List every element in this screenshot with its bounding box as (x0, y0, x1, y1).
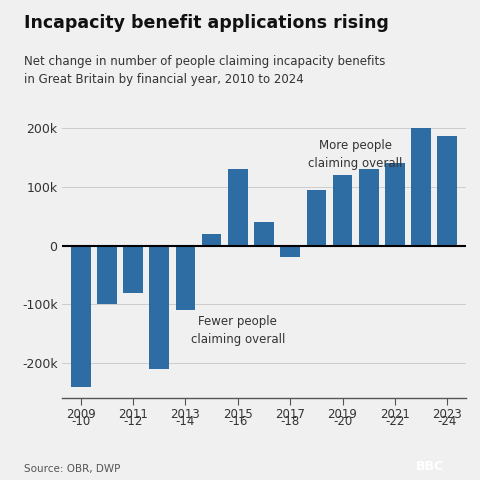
Bar (97, 246, 117, 304)
Bar (280, 246, 300, 257)
Bar (307, 190, 326, 246)
Bar (385, 163, 405, 246)
Bar (437, 136, 457, 246)
Bar (71, 246, 91, 387)
Bar (411, 128, 431, 246)
Text: BBC: BBC (416, 460, 444, 473)
Text: Net change in number of people claiming incapacity benefits
in Great Britain by : Net change in number of people claiming … (24, 55, 385, 86)
Text: Incapacity benefit applications rising: Incapacity benefit applications rising (24, 14, 389, 33)
Bar (359, 169, 379, 246)
Bar (254, 222, 274, 246)
Bar (202, 234, 221, 246)
Text: Source: OBR, DWP: Source: OBR, DWP (24, 464, 120, 474)
Bar (123, 246, 143, 293)
Bar (228, 169, 248, 246)
Bar (176, 246, 195, 310)
Text: More people
claiming overall: More people claiming overall (309, 139, 403, 170)
Bar (333, 175, 352, 246)
Text: Fewer people
claiming overall: Fewer people claiming overall (191, 315, 285, 346)
Bar (149, 246, 169, 369)
